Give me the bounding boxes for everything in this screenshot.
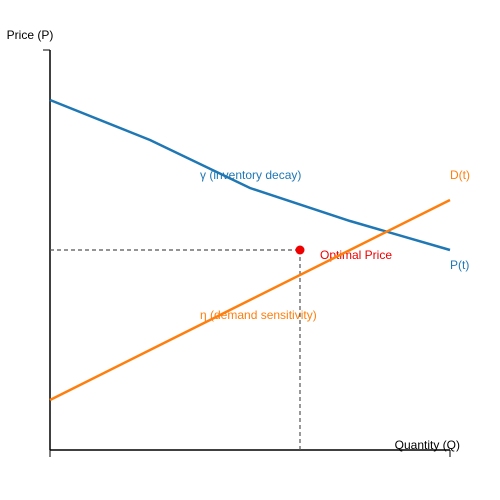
series-line (49, 198, 451, 402)
series-label: P(t) (450, 258, 469, 272)
series-line (49, 98, 451, 252)
y-axis-label: Price (P) (7, 28, 54, 42)
annotation: γ (inventory decay) (200, 168, 301, 182)
x-axis-label: Quantity (Q) (395, 438, 460, 452)
optimal-label: Optimal Price (320, 248, 392, 262)
series-label: D(t) (450, 168, 470, 182)
optimal-point (295, 245, 305, 255)
